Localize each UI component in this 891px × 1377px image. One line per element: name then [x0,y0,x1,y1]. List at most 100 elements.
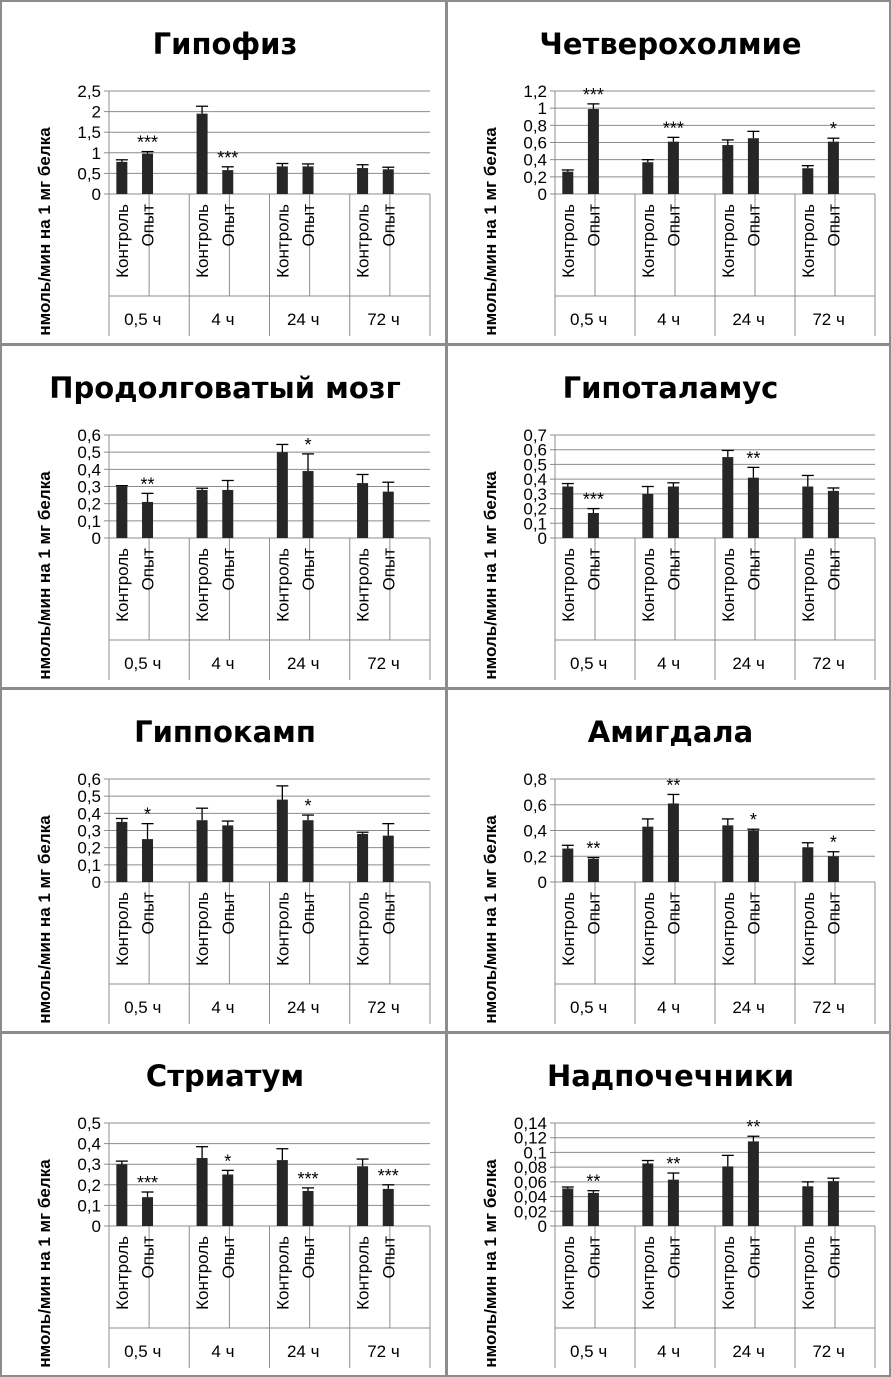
bar [747,477,759,538]
y-tick-label: 0,6 [523,134,547,153]
bar [642,162,654,194]
y-tick-label: 0,7 [523,426,547,445]
bar [562,1188,574,1226]
category-label: Опыт [139,1236,158,1279]
category-label: Контроль [559,548,578,622]
y-tick-label: 0 [538,873,547,892]
bar [116,1164,128,1226]
y-tick-label: 1 [92,144,101,163]
bar [667,486,679,538]
significance-label: * [830,833,837,853]
category-label: Опыт [299,892,318,935]
bar [827,490,839,538]
y-axis-label: нмоль/мин на 1 мг белка [35,815,54,1024]
y-tick-label: 1,5 [77,123,101,142]
category-label: Опыт [824,1236,843,1279]
chart-panel: Гиппокамп нмоль/мин на 1 мг белка 0 0,1 0,2 0… [0,688,447,1033]
y-tick-label: 0,1 [77,512,101,531]
y-tick-label: 0,3 [523,485,547,504]
y-tick-label: 0,2 [77,1176,101,1195]
bar [382,835,394,882]
category-label: Опыт [664,892,683,935]
group-label: 4 ч [657,310,680,329]
y-tick-label: 0,1 [77,856,101,875]
bar [827,1181,839,1226]
bar [747,138,759,194]
category-label: Контроль [354,204,373,278]
significance-label: * [224,1151,231,1171]
y-tick-label: 0 [92,185,101,204]
chart-title: Надпочечники [547,1059,794,1093]
significance-label: ** [746,1117,760,1137]
significance-label: * [830,119,837,139]
category-label: Опыт [379,1236,398,1279]
y-tick-label: 1,2 [523,82,547,101]
chart-title: Четверохолмие [539,27,801,61]
bar [722,825,734,882]
group-label: 4 ч [657,1342,680,1361]
category-label: Опыт [824,548,843,591]
y-tick-label: 0,5 [77,164,101,183]
y-tick-label: 0,08 [514,1158,547,1177]
category-label: Опыт [584,892,603,935]
y-tick-label: 0,3 [77,822,101,841]
bar [357,168,369,194]
group-label: 24 ч [287,310,320,329]
group-label: 0,5 ч [124,310,161,329]
group-label: 0,5 ч [124,1342,161,1361]
y-tick-label: 0,2 [523,500,547,519]
category-label: Контроль [273,892,292,966]
significance-label: * [305,435,312,455]
significance-label: *** [298,1169,319,1189]
y-tick-label: 0,4 [523,822,547,841]
category-label: Опыт [299,548,318,591]
bar [276,452,288,538]
chart-title: Амигдала [588,715,753,749]
y-tick-label: 0,2 [77,839,101,858]
y-axis-label: нмоль/мин на 1 мг белка [481,1159,500,1368]
group-label: 72 ч [367,1342,400,1361]
significance-label: *** [137,1173,158,1193]
y-tick-label: 0,1 [77,1196,101,1215]
category-label: Опыт [744,892,763,935]
significance-label: *** [583,85,604,105]
group-label: 24 ч [732,998,765,1017]
category-label: Контроль [273,548,292,622]
bar [802,486,814,538]
bar [827,141,839,194]
y-axis-label: нмоль/мин на 1 мг белка [35,471,54,680]
bar [142,839,154,882]
category-label: Опыт [744,1236,763,1279]
category-label: Контроль [719,204,738,278]
bar [222,825,234,882]
significance-label: * [305,796,312,816]
significance-label: *** [217,148,238,168]
group-label: 24 ч [287,998,320,1017]
y-tick-label: 0 [92,873,101,892]
y-tick-label: 0,5 [77,787,101,806]
bar [587,109,599,194]
group-label: 24 ч [287,654,320,673]
bar [116,821,128,882]
bar [116,161,128,194]
bar [116,486,128,538]
category-label: Контроль [719,1236,738,1310]
significance-label: ** [666,775,680,795]
bar [276,799,288,882]
chart-panel: Четверохолмие нмоль/мин на 1 мг белка 0 0,2… [446,0,891,345]
category-label: Контроль [799,892,818,966]
y-axis-label: нмоль/мин на 1 мг белка [481,127,500,336]
category-label: Контроль [354,892,373,966]
y-tick-label: 0,4 [77,1135,101,1154]
group-label: 0,5 ч [570,998,607,1017]
y-axis-label: нмоль/мин на 1 мг белка [35,127,54,336]
y-tick-label: 0,06 [514,1173,547,1192]
y-tick-label: 0,6 [523,441,547,460]
bar [196,113,208,194]
y-tick-label: 0,4 [523,470,547,489]
group-label: 0,5 ч [570,1342,607,1361]
group-label: 72 ч [812,654,845,673]
significance-label: * [750,810,757,830]
category-label: Контроль [193,892,212,966]
